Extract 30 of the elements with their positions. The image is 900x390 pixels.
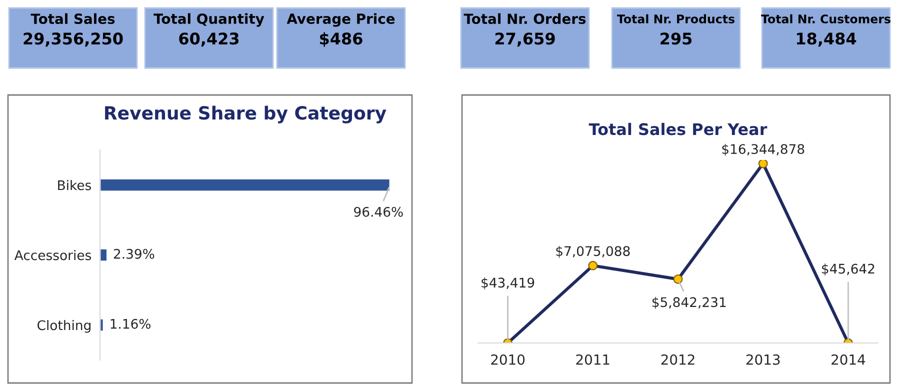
y-tick-label: Clothing bbox=[38, 320, 90, 333]
y-tick-label: Accessories bbox=[14, 250, 92, 260]
data-label: 96.46% bbox=[354, 206, 403, 217]
text: 18,484 bbox=[796, 32, 856, 47]
chart-title: Total Sales Per Year bbox=[588, 122, 768, 136]
data-label: 1.16% bbox=[110, 318, 150, 329]
text: 27,659 bbox=[495, 32, 555, 47]
text: Total Sales bbox=[30, 13, 115, 24]
text: Total Nr. Customers bbox=[761, 14, 890, 24]
data-label: 2.39% bbox=[114, 248, 154, 259]
text: $486 bbox=[320, 32, 362, 47]
y-tick-label: Bikes bbox=[58, 180, 92, 190]
chart-title: Revenue Share by Category bbox=[105, 106, 386, 124]
text: Total Nr. Orders bbox=[464, 13, 586, 24]
data-label: $16,344,878 bbox=[722, 144, 804, 156]
text: 29,356,250 bbox=[24, 32, 123, 47]
x-tick-label: 2014 bbox=[832, 354, 866, 365]
data-label: $7,075,088 bbox=[556, 246, 630, 258]
x-tick-label: 2012 bbox=[661, 354, 694, 365]
x-tick-label: 2013 bbox=[746, 354, 780, 365]
data-label: $43,419 bbox=[482, 277, 534, 290]
x-tick-label: 2011 bbox=[576, 354, 610, 365]
data-label: $5,842,231 bbox=[652, 296, 726, 309]
text: Total Quantity bbox=[154, 13, 264, 27]
text: Total Nr. Products bbox=[617, 14, 734, 24]
data-label: $45,642 bbox=[822, 264, 874, 276]
text: 60,423 bbox=[179, 32, 239, 47]
text: Average Price bbox=[286, 13, 395, 27]
text: 295 bbox=[660, 32, 692, 45]
x-tick-label: 2010 bbox=[491, 354, 525, 365]
